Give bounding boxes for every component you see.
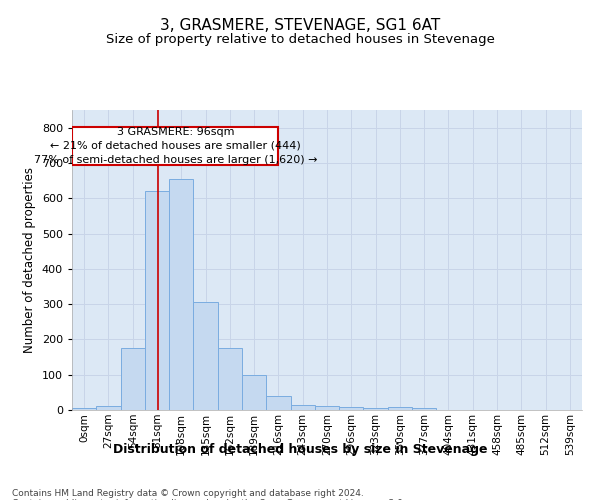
Bar (242, 376, 266, 410)
Text: 3, GRASMERE, STEVENAGE, SG1 6AT: 3, GRASMERE, STEVENAGE, SG1 6AT (160, 18, 440, 32)
Bar (72, 408, 96, 410)
Bar (218, 348, 242, 410)
Bar (96, 406, 121, 410)
Bar (388, 407, 412, 410)
Text: Contains public sector information licensed under the Open Government Licence v3: Contains public sector information licen… (12, 498, 406, 500)
Y-axis label: Number of detached properties: Number of detached properties (23, 167, 36, 353)
Bar (121, 348, 145, 410)
Bar (315, 406, 339, 410)
Bar (169, 179, 193, 410)
Bar (266, 396, 290, 410)
Bar (193, 302, 218, 410)
Bar (290, 404, 315, 410)
Bar (145, 191, 169, 410)
Bar (339, 407, 364, 410)
Text: Contains HM Land Registry data © Crown copyright and database right 2024.: Contains HM Land Registry data © Crown c… (12, 488, 364, 498)
Bar (364, 408, 388, 410)
Text: Size of property relative to detached houses in Stevenage: Size of property relative to detached ho… (106, 32, 494, 46)
FancyBboxPatch shape (72, 127, 278, 164)
Text: 3 GRASMERE: 96sqm
← 21% of detached houses are smaller (444)
77% of semi-detache: 3 GRASMERE: 96sqm ← 21% of detached hous… (34, 127, 317, 165)
Text: Distribution of detached houses by size in Stevenage: Distribution of detached houses by size … (113, 442, 487, 456)
Bar (412, 408, 436, 410)
